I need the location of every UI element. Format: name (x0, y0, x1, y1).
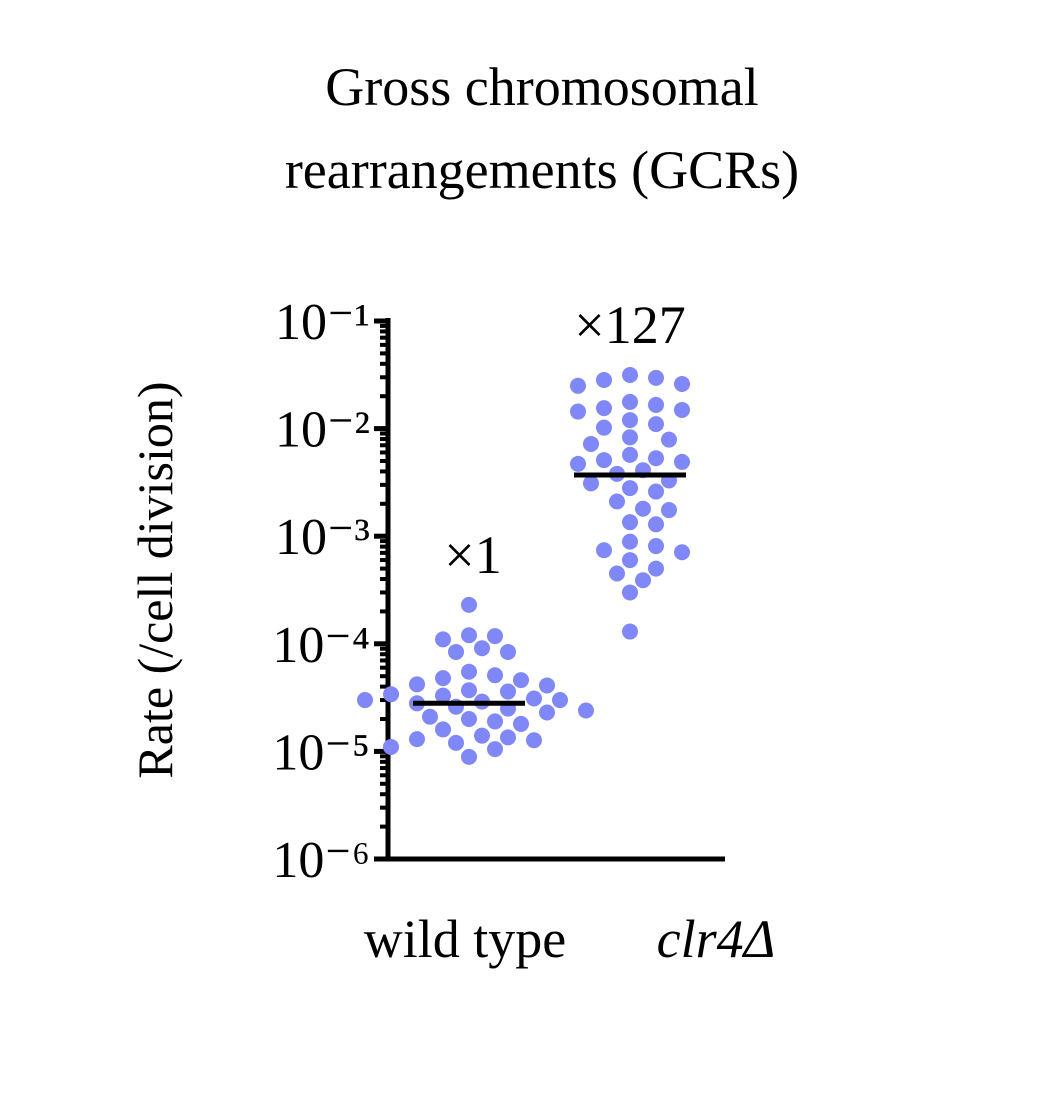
data-point (539, 677, 555, 694)
data-point (635, 572, 651, 589)
data-point (383, 686, 399, 703)
data-point (500, 683, 516, 700)
data-point (622, 514, 638, 531)
data-point (448, 643, 464, 660)
data-point (500, 729, 516, 746)
data-point (596, 542, 612, 559)
data-point (622, 584, 638, 601)
data-point (648, 538, 664, 555)
data-point (622, 480, 638, 497)
data-point (570, 377, 586, 394)
data-point (596, 400, 612, 417)
data-point (622, 552, 638, 569)
data-point (487, 628, 503, 645)
data-point (461, 663, 477, 680)
data-point (635, 500, 651, 517)
data-point (648, 483, 664, 500)
data-point (622, 412, 638, 429)
chart-title: rearrangements (GCRs) (285, 140, 799, 200)
data-point (674, 375, 690, 392)
y-tick-label: 10⁻⁵ (272, 724, 370, 781)
data-point (570, 455, 586, 472)
data-point (461, 627, 477, 644)
data-point (513, 672, 529, 689)
data-point (648, 369, 664, 386)
data-point (596, 419, 612, 436)
data-point (674, 453, 690, 470)
data-point (622, 429, 638, 446)
data-point (435, 721, 451, 738)
data-point (609, 493, 625, 510)
data-point (448, 734, 464, 751)
data-point (622, 446, 638, 463)
data-point (648, 396, 664, 413)
data-point (461, 748, 477, 765)
data-point (526, 732, 542, 749)
data-point (661, 431, 677, 448)
data-point (461, 596, 477, 613)
data-point (648, 450, 664, 467)
data-point (578, 702, 594, 719)
data-point (422, 708, 438, 725)
data-point (648, 516, 664, 533)
data-point (622, 366, 638, 383)
data-point (648, 416, 664, 433)
data-point (474, 727, 490, 744)
data-point (648, 560, 664, 577)
data-point (409, 676, 425, 693)
annotation: ×127 (574, 295, 685, 355)
data-point (474, 640, 490, 657)
data-point (500, 643, 516, 660)
data-point (596, 452, 612, 469)
data-point (622, 533, 638, 550)
x-tick-label: clr4Δ (657, 909, 776, 969)
data-point (435, 687, 451, 704)
y-tick-label: 10⁻³ (275, 509, 370, 566)
data-point (513, 715, 529, 732)
data-point (674, 544, 690, 561)
data-point (461, 711, 477, 728)
data-point (609, 565, 625, 582)
data-point (435, 670, 451, 687)
y-axis-label: Rate (/cell division) (127, 381, 183, 778)
annotation: ×1 (444, 525, 501, 585)
y-tick-label: 10⁻⁴ (272, 617, 370, 674)
data-point (583, 435, 599, 452)
data-point (526, 690, 542, 707)
data-point (570, 403, 586, 420)
data-point (596, 371, 612, 388)
data-point (487, 713, 503, 730)
data-point (622, 393, 638, 410)
data-point (357, 692, 373, 709)
data-point (583, 475, 599, 492)
y-tick-label: 10⁻⁶ (272, 832, 370, 889)
data-point (383, 738, 399, 755)
y-tick-label: 10⁻² (275, 402, 370, 459)
data-point (409, 731, 425, 748)
chart-title: Gross chromosomal (325, 57, 758, 117)
data-point (661, 502, 677, 519)
y-tick-label: 10⁻¹ (275, 294, 370, 351)
data-point (674, 401, 690, 418)
data-point (487, 741, 503, 758)
data-point (552, 692, 568, 709)
data-point (539, 704, 555, 721)
data-point (622, 623, 638, 640)
data-point (461, 682, 477, 699)
data-point (435, 631, 451, 648)
x-tick-label: wild type (364, 909, 566, 969)
data-point (487, 667, 503, 684)
